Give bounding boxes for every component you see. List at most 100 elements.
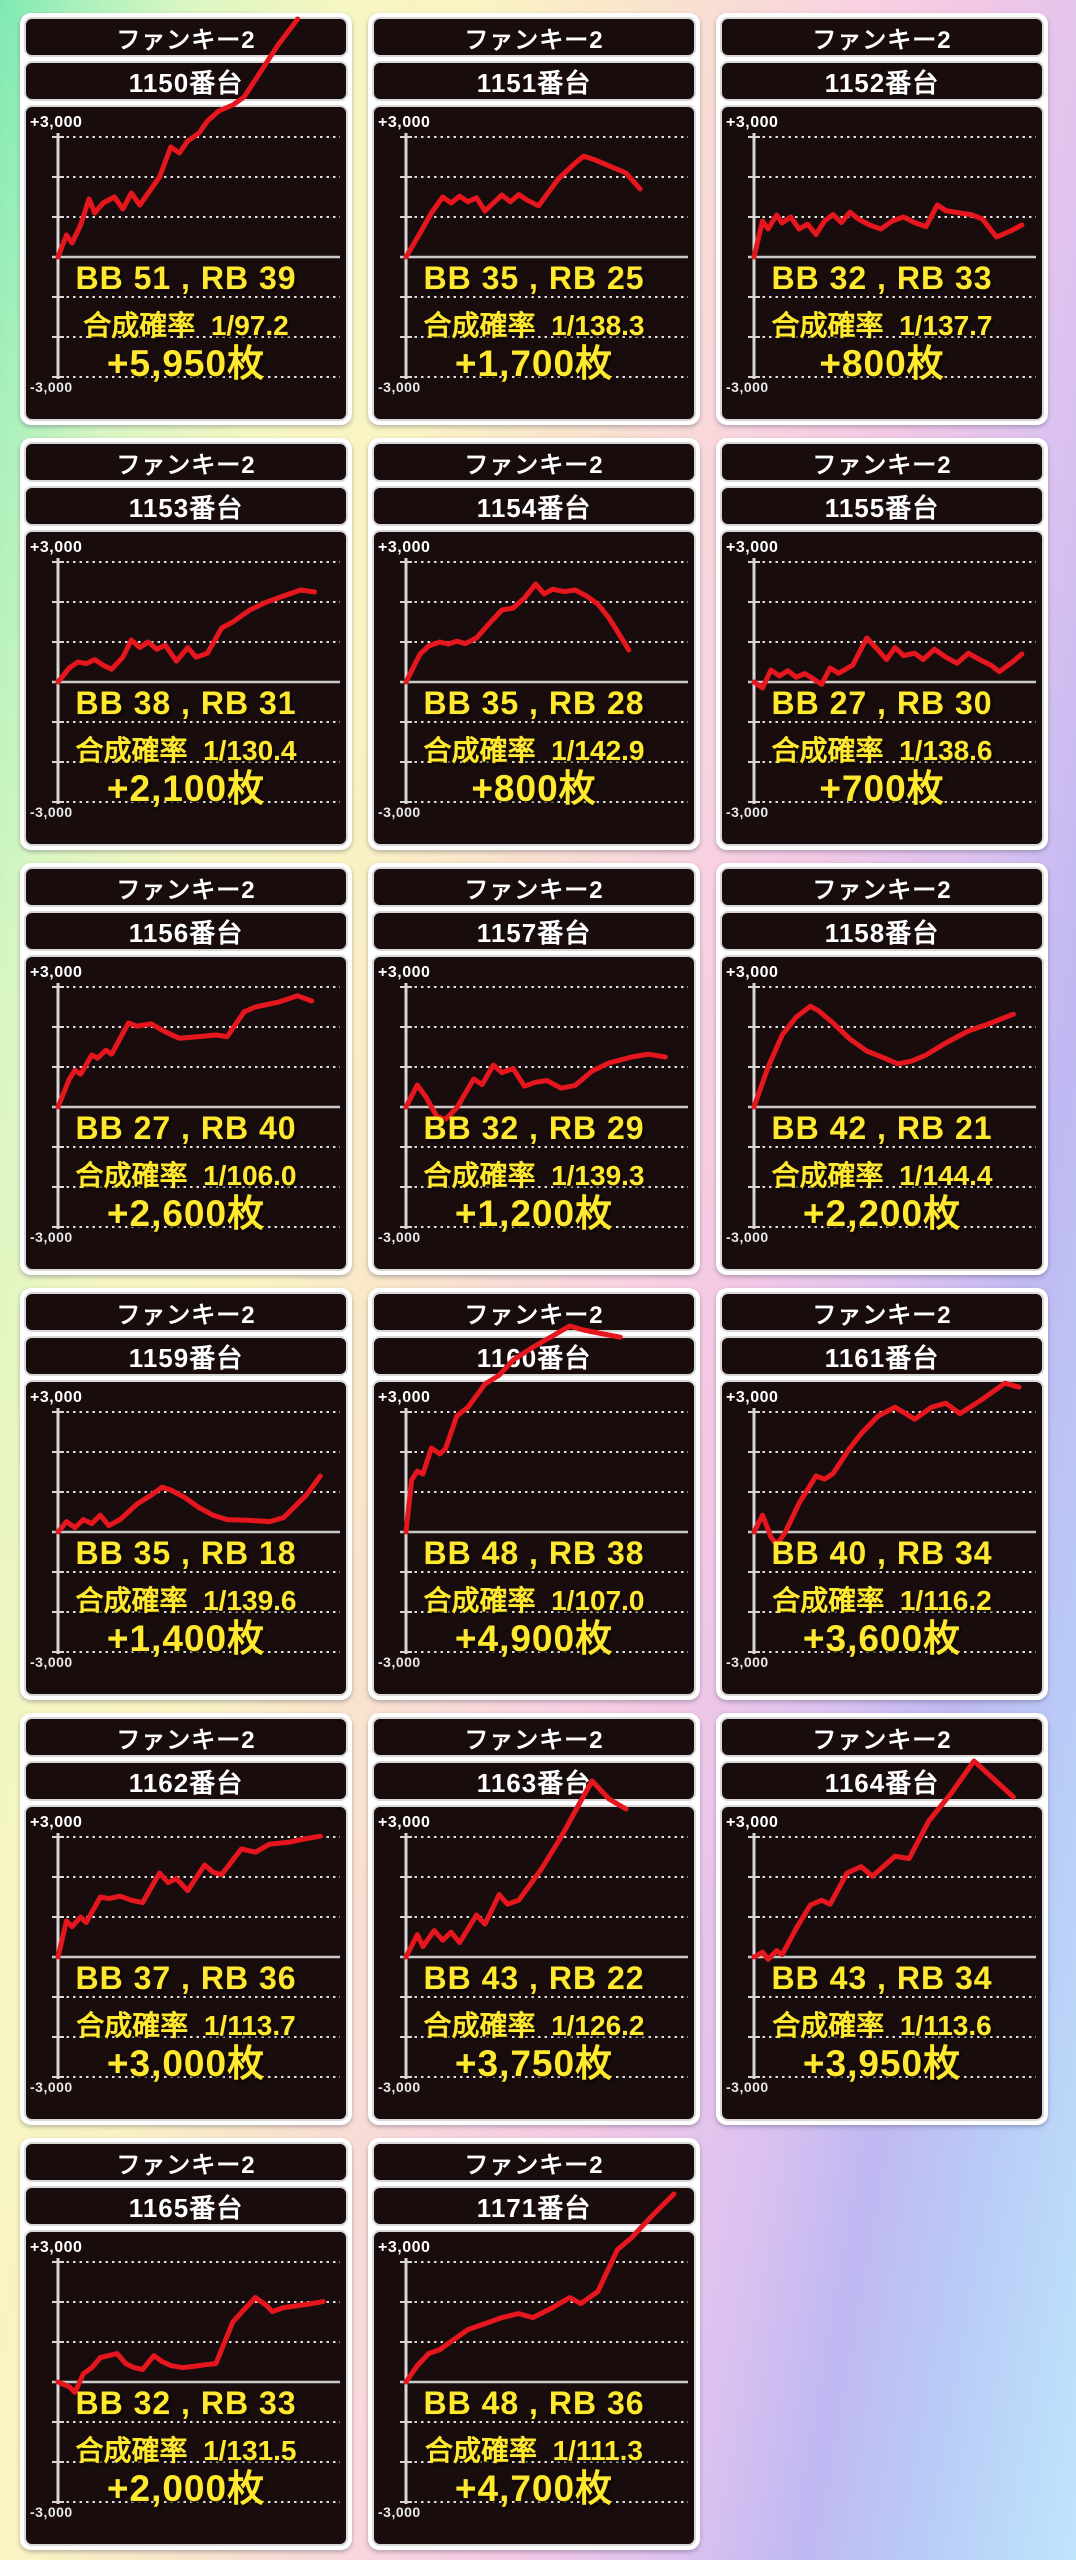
machine-name-header: ファンキー2 <box>372 867 696 907</box>
y-axis-max-label: +3,000 <box>726 1814 779 1831</box>
y-axis-max-label: +3,000 <box>726 114 779 131</box>
machine-name-header: ファンキー2 <box>24 1717 348 1757</box>
probability-label: 合成確率 <box>423 1160 536 1191</box>
payout-total: +1,700枚 <box>454 343 614 384</box>
payout-total: +3,750枚 <box>454 2043 614 2084</box>
combined-probability: 合成確率 1/137.7 <box>726 304 1038 344</box>
machine-name-header: ファンキー2 <box>372 442 696 482</box>
machine-number-header: 1161番台 <box>720 1336 1044 1376</box>
probability-value: 1/116.2 <box>899 1585 992 1616</box>
machine-number-label: 1158番台 <box>824 917 940 948</box>
probability-value: 1/131.5 <box>203 2435 297 2466</box>
machine-name-label: ファンキー2 <box>116 26 256 54</box>
probability-value: 1/137.7 <box>899 310 993 341</box>
y-axis-max-label: +3,000 <box>30 2239 83 2256</box>
probability-label: 合成確率 <box>771 310 884 341</box>
bb-rb-count: BB 35 , RB 28 <box>423 685 645 721</box>
combined-probability: 合成確率 1/116.2 <box>726 1579 1038 1619</box>
combined-probability: 合成確率 1/139.6 <box>30 1579 342 1619</box>
machine-number-label: 1171番台 <box>476 2192 592 2223</box>
y-axis-min-label: -3,000 <box>726 1654 769 1670</box>
machine-name-label: ファンキー2 <box>812 26 952 54</box>
machine-name-header: ファンキー2 <box>720 442 1044 482</box>
bb-rb-count: BB 32 , RB 33 <box>75 2385 297 2421</box>
y-axis-min-label: -3,000 <box>30 804 73 820</box>
payout-graph-panel <box>720 105 1044 421</box>
payout-total: +2,000枚 <box>106 2468 266 2509</box>
machine-card: ファンキー2 1163番台 +3,000 -3,000 BB 43 , RB 2… <box>368 1713 700 2125</box>
machine-name-header: ファンキー2 <box>372 1292 696 1332</box>
y-axis-max-label: +3,000 <box>378 114 431 131</box>
machine-card: ファンキー2 1165番台 +3,000 -3,000 BB 32 , RB 3… <box>20 2138 352 2550</box>
combined-probability: 合成確率 1/111.3 <box>378 2429 690 2469</box>
machine-name-label: ファンキー2 <box>116 451 256 479</box>
y-axis-max-label: +3,000 <box>726 964 779 981</box>
machine-name-label: ファンキー2 <box>812 451 952 479</box>
machine-name-label: ファンキー2 <box>464 1301 604 1329</box>
payout-total: +800枚 <box>819 343 945 384</box>
machine-number-label: 1157番台 <box>476 917 592 948</box>
machine-number-header: 1150番台 <box>24 61 348 101</box>
payout-total: +4,900枚 <box>454 1618 614 1659</box>
combined-probability: 合成確率 1/144.4 <box>726 1154 1038 1194</box>
payout-total: +3,000枚 <box>106 2043 266 2084</box>
payout-total: +800枚 <box>471 768 597 809</box>
machine-number-label: 1154番台 <box>476 492 592 523</box>
machine-name-header: ファンキー2 <box>24 2142 348 2182</box>
machine-card: ファンキー2 1155番台 +3,000 -3,000 BB 27 , RB 3… <box>716 438 1048 850</box>
probability-value: 1/126.2 <box>551 2010 645 2041</box>
machine-name-header: ファンキー2 <box>24 442 348 482</box>
payout-total: +3,950枚 <box>802 2043 962 2084</box>
y-axis-max-label: +3,000 <box>378 1389 431 1406</box>
machine-name-header: ファンキー2 <box>24 17 348 57</box>
machine-number-label: 1153番台 <box>128 492 244 523</box>
probability-value: 1/113.7 <box>203 2010 296 2041</box>
machine-name-header: ファンキー2 <box>720 1717 1044 1757</box>
y-axis-min-label: -3,000 <box>726 379 769 395</box>
machine-name-header: ファンキー2 <box>372 1717 696 1757</box>
machine-name-label: ファンキー2 <box>464 26 604 54</box>
bb-rb-count: BB 43 , RB 34 <box>771 1960 993 1996</box>
machine-name-label: ファンキー2 <box>116 1726 256 1754</box>
bb-rb-count: BB 35 , RB 18 <box>75 1535 297 1571</box>
payout-total: +700枚 <box>819 768 945 809</box>
bb-rb-count: BB 35 , RB 25 <box>423 260 645 296</box>
bb-rb-count: BB 48 , RB 38 <box>423 1535 645 1571</box>
payout-total: +1,200枚 <box>454 1193 614 1234</box>
probability-label: 合成確率 <box>75 735 188 766</box>
probability-label: 合成確率 <box>423 1585 536 1616</box>
machine-card: ファンキー2 1154番台 +3,000 -3,000 BB 35 , RB 2… <box>368 438 700 850</box>
machine-card: ファンキー2 1156番台 +3,000 -3,000 BB 27 , RB 4… <box>20 863 352 1275</box>
machine-number-label: 1159番台 <box>128 1342 244 1373</box>
probability-value: 1/106.0 <box>203 1160 297 1191</box>
probability-value: 1/107.0 <box>551 1585 645 1616</box>
machine-number-label: 1162番台 <box>128 1767 244 1798</box>
probability-value: 1/130.4 <box>203 735 297 766</box>
machine-card: ファンキー2 1162番台 +3,000 -3,000 BB 37 , RB 3… <box>20 1713 352 2125</box>
probability-value: 1/142.9 <box>551 735 645 766</box>
machine-number-label: 1160番台 <box>476 1342 592 1373</box>
machine-name-label: ファンキー2 <box>116 1301 256 1329</box>
payout-total: +2,200枚 <box>802 1193 962 1234</box>
machine-name-header: ファンキー2 <box>720 1292 1044 1332</box>
machine-card: ファンキー2 1171番台 +3,000 -3,000 BB 48 , RB 3… <box>368 2138 700 2550</box>
machine-name-header: ファンキー2 <box>372 17 696 57</box>
y-axis-min-label: -3,000 <box>726 1229 769 1245</box>
y-axis-min-label: -3,000 <box>726 2079 769 2095</box>
combined-probability: 合成確率 1/131.5 <box>30 2429 342 2469</box>
probability-value: 1/138.3 <box>551 310 645 341</box>
machine-card: ファンキー2 1153番台 +3,000 -3,000 BB 38 , RB 3… <box>20 438 352 850</box>
machine-name-label: ファンキー2 <box>812 876 952 904</box>
machine-number-header: 1159番台 <box>24 1336 348 1376</box>
machine-name-label: ファンキー2 <box>812 1301 952 1329</box>
combined-probability: 合成確率 1/97.2 <box>30 304 342 344</box>
bb-rb-count: BB 27 , RB 30 <box>771 685 993 721</box>
combined-probability: 合成確率 1/142.9 <box>378 729 690 769</box>
bb-rb-count: BB 51 , RB 39 <box>75 260 297 296</box>
bb-rb-count: BB 27 , RB 40 <box>75 1110 297 1146</box>
y-axis-min-label: -3,000 <box>378 2079 421 2095</box>
machine-name-label: ファンキー2 <box>812 1726 952 1754</box>
machine-number-label: 1156番台 <box>128 917 244 948</box>
y-axis-min-label: -3,000 <box>378 2504 421 2520</box>
y-axis-min-label: -3,000 <box>30 379 73 395</box>
